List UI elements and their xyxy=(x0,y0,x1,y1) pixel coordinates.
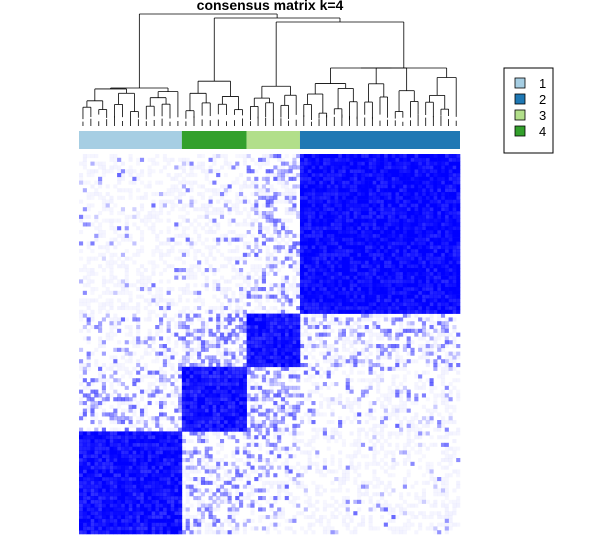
legend-label-3: 3 xyxy=(539,108,546,123)
legend-swatch-2 xyxy=(514,93,526,105)
consensus-heatmap xyxy=(79,154,461,535)
dendrogram xyxy=(82,13,457,126)
legend-swatch-4 xyxy=(514,125,526,137)
chart-title: consensus matrix k=4 xyxy=(197,0,344,13)
cluster-annotation-bar xyxy=(79,131,460,149)
legend-label-2: 2 xyxy=(539,92,546,107)
legend-swatch-1 xyxy=(514,77,526,89)
annotation-segment-4 xyxy=(181,131,247,149)
legend-label-1: 1 xyxy=(539,76,546,91)
annotation-segment-1 xyxy=(79,131,182,149)
annotation-segment-2 xyxy=(299,131,460,149)
legend-swatch-3 xyxy=(514,109,526,121)
annotation-segment-3 xyxy=(246,131,300,149)
legend-box xyxy=(503,67,554,154)
legend-label-4: 4 xyxy=(539,124,546,139)
